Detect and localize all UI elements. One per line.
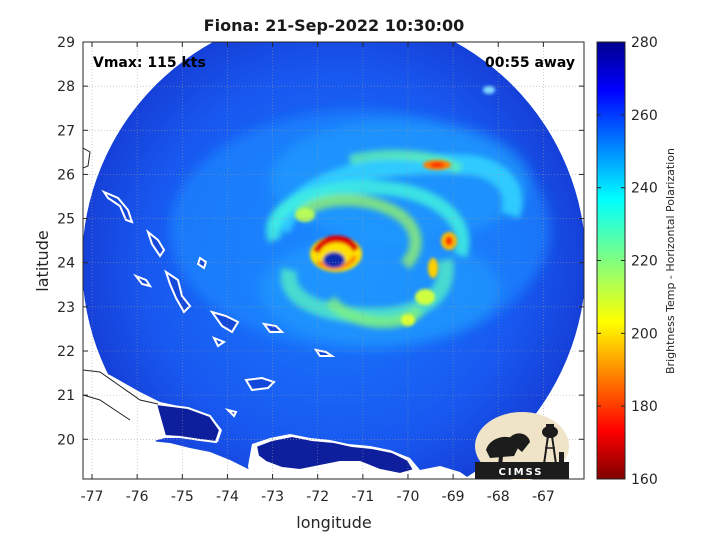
y-tick-label: 20 <box>57 432 75 448</box>
y-tick-label: 23 <box>57 300 75 316</box>
y-axis: 20 21 22 23 24 25 26 27 28 29 <box>57 35 584 448</box>
x-tick-label: -75 <box>171 489 194 505</box>
x-axis: -77 -76 -75 -74 -73 -72 -71 -70 -69 -68 -67 <box>81 42 555 505</box>
colorbar-tick-label: 160 <box>631 472 658 488</box>
x-tick-label: -72 <box>306 489 329 505</box>
y-tick-label: 27 <box>57 123 75 139</box>
land-hispaniola <box>248 434 470 479</box>
cimss-logo: CIMSS <box>475 412 569 480</box>
y-tick-label: 21 <box>57 388 75 404</box>
y-tick-label: 24 <box>57 256 75 272</box>
colorbar-tick-label: 240 <box>631 181 658 197</box>
x-tick-label: -73 <box>261 489 284 505</box>
y-tick-label: 26 <box>57 167 75 183</box>
colorbar: 160 180 200 220 240 260 280 Brightness Temp - … <box>596 35 677 488</box>
x-tick-label: -68 <box>487 489 510 505</box>
colorbar-tick-label: 280 <box>631 35 658 51</box>
y-tick-label: 29 <box>57 35 75 51</box>
chart-title: Fiona: 21-Sep-2022 10:30:00 <box>204 16 465 35</box>
x-axis-label: longitude <box>296 513 371 532</box>
y-axis-label: latitude <box>33 230 52 291</box>
colorbar-gradient <box>596 41 626 480</box>
x-tick-label: -76 <box>126 489 149 505</box>
colorbar-tick-label: 260 <box>631 108 658 124</box>
plot-area <box>83 42 584 479</box>
colorbar-ticks: 160 180 200 220 240 260 280 <box>597 35 658 488</box>
x-tick-label: -70 <box>397 489 420 505</box>
x-tick-label: -69 <box>442 489 465 505</box>
y-tick-label: 25 <box>57 212 75 228</box>
swath-disc <box>83 42 584 479</box>
y-tick-label: 28 <box>57 79 75 95</box>
colorbar-tick-label: 220 <box>631 254 658 270</box>
cimss-logo-text: CIMSS <box>499 467 544 478</box>
x-tick-label: -71 <box>351 489 374 505</box>
plot-frame <box>82 41 585 480</box>
land-cuba <box>83 365 260 479</box>
vmax-annotation: Vmax: 115 kts <box>93 55 206 71</box>
x-tick-label: -74 <box>216 489 239 505</box>
eyewall <box>310 235 362 272</box>
x-tick-label: -77 <box>81 489 104 505</box>
land-florida <box>83 147 91 169</box>
y-tick-label: 22 <box>57 344 75 360</box>
x-tick-label: -67 <box>532 489 555 505</box>
grid <box>83 42 584 479</box>
colorbar-tick-label: 180 <box>631 399 658 415</box>
coastlines <box>101 189 336 418</box>
colorbar-label: Brightness Temp - Horizontal Polarizatio… <box>664 148 677 374</box>
time-away-annotation: 00:55 away <box>485 55 575 71</box>
colorbar-tick-label: 200 <box>631 326 658 342</box>
